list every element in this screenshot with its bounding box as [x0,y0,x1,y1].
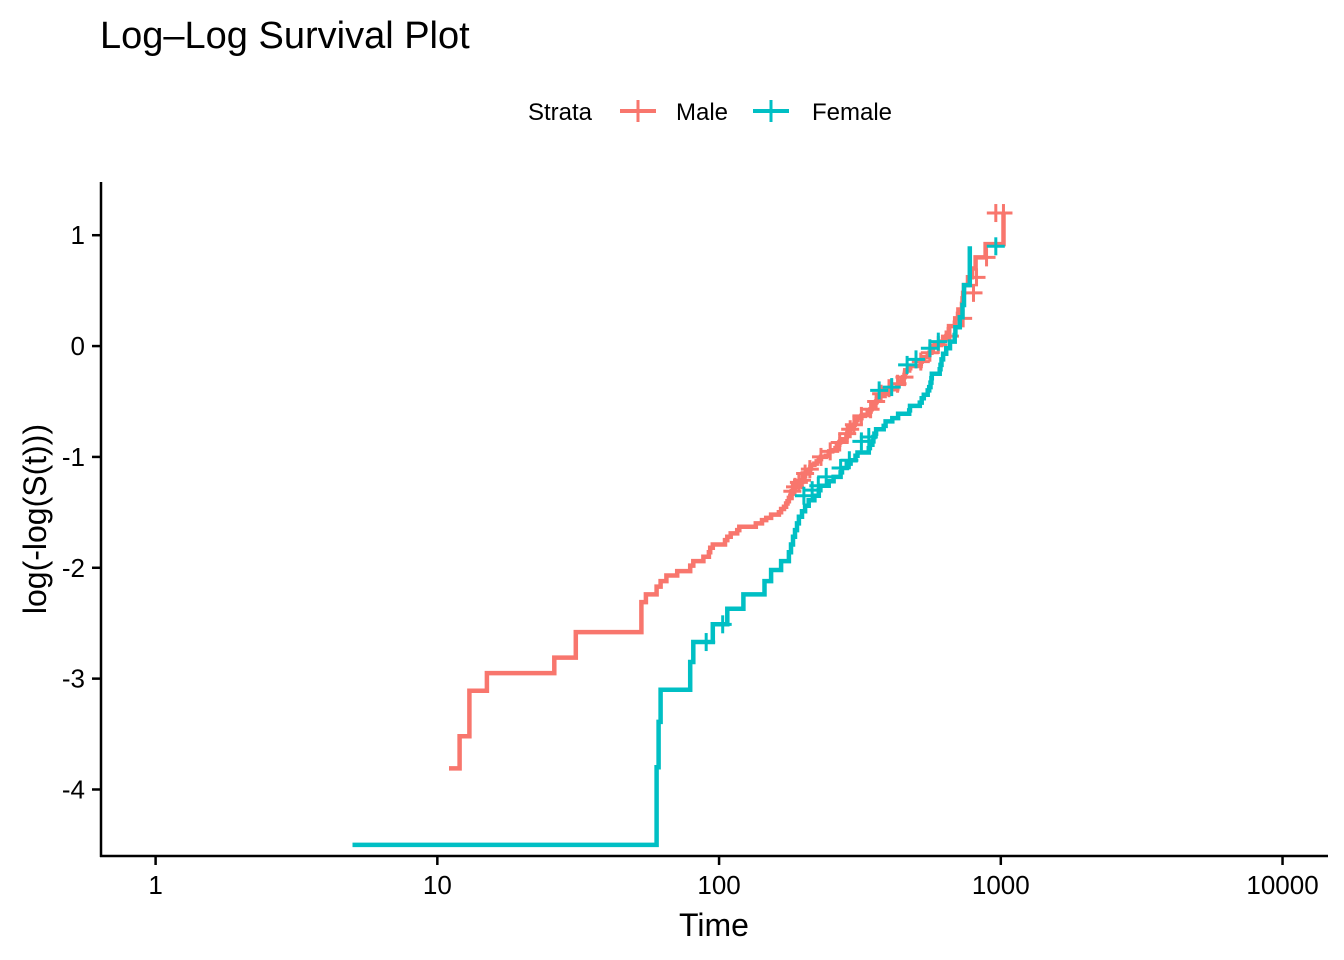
censor-mark-female [929,332,948,351]
plot-area [352,204,1013,848]
censor-mark-male [977,248,996,267]
chart-title: Log–Log Survival Plot [100,15,470,57]
y-tick-label: 0 [71,331,85,361]
censor-mark-male [830,433,849,452]
y-tick-label: -1 [62,442,85,472]
legend: Strata Male Female [528,99,892,126]
y-axis-title: log(-log(S(t))) [17,424,53,614]
censor-mark-male [811,447,830,466]
y-tick-label: 1 [71,220,85,250]
censor-mark-male [821,442,840,461]
censor-mark-male [895,368,914,387]
censor-mark-male [800,460,819,479]
censor-mark-female [809,476,828,495]
y-tick-label: -3 [62,664,85,694]
censor-mark-female [906,350,925,369]
censor-mark-female [713,615,732,634]
series-line-male [449,213,1006,771]
legend-item-male: Male [620,99,728,126]
x-axis-ticks: 1 10 100 1000 10000 [148,856,1319,900]
legend-item-female: Female [753,99,892,126]
censor-mark-male [841,420,860,439]
legend-label-female: Female [812,99,892,126]
y-tick-label: -4 [62,774,85,804]
censor-mark-male [852,406,871,425]
x-tick-label: 1000 [972,870,1030,900]
censor-mark-female [986,237,1005,256]
legend-label-male: Male [676,99,728,126]
x-axis-title: Time [679,907,749,943]
y-axis-ticks: 1 0 -1 -2 -3 -4 [62,220,101,804]
censor-mark-male [964,283,983,302]
censor-mark-female [831,459,850,478]
x-tick-label: 1 [148,870,162,900]
censor-mark-female [697,633,716,652]
censor-mark-female [817,467,836,486]
censor-mark-male [994,204,1013,223]
censor-mark-female [882,378,901,397]
censor-mark-female [840,451,859,470]
legend-title: Strata [528,99,593,126]
x-tick-label: 100 [697,870,740,900]
series-line-female [352,246,973,848]
censor-mark-female [870,381,889,400]
censor-mark-female [859,427,878,446]
x-tick-label: 10 [423,870,452,900]
x-tick-label: 10000 [1246,870,1318,900]
y-tick-label: -2 [62,553,85,583]
